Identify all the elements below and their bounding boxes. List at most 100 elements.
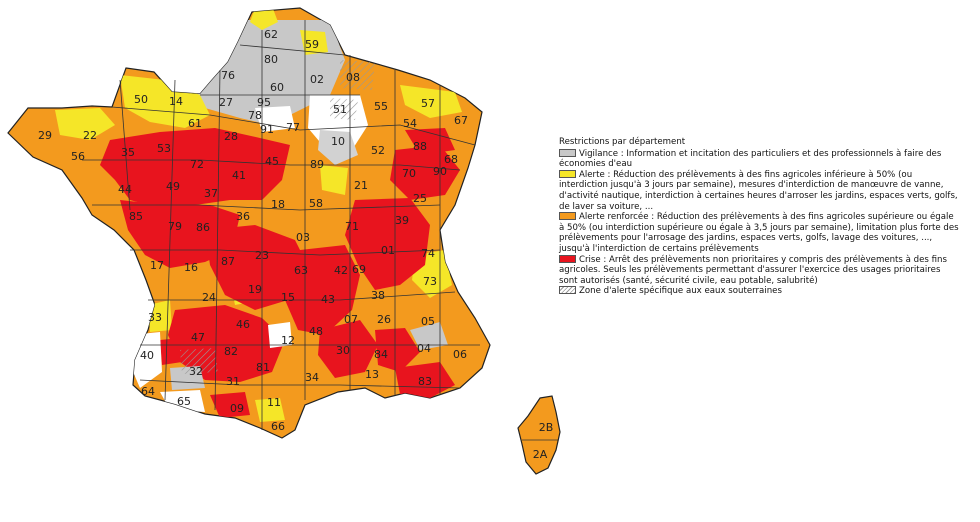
zone-white-paris [255,106,295,132]
dept-label-79: 79 [168,220,182,233]
dept-label-86: 86 [196,221,210,234]
dept-label-66: 66 [271,420,285,433]
dept-label-26: 26 [377,313,391,326]
dept-label-13: 13 [365,368,379,381]
zone-yellow-lorraine [400,85,462,118]
dept-label-95: 95 [257,96,271,109]
mainland-france [7,7,491,439]
zone-groundwater-32 [180,348,218,374]
dept-label-85: 85 [129,210,143,223]
dept-label-21: 21 [354,179,368,192]
legend-text-alerte-renforcee: Alerte renforcée : Réduction des prélève… [559,212,959,254]
legend-swatch-groundwater [559,286,576,295]
dept-label-57: 57 [421,97,435,110]
dept-label-63: 63 [294,264,308,277]
dept-label-04: 04 [417,342,431,355]
dept-label-18: 18 [271,198,285,211]
dept-label-80: 80 [264,53,278,66]
dept-label-47: 47 [191,331,205,344]
legend-item-alerte: Alerte : Réduction des prélèvements à de… [559,169,959,212]
corsica [517,395,561,475]
dept-label-43: 43 [321,293,335,306]
dept-label-10: 10 [331,135,345,148]
dept-label-69: 69 [352,263,366,276]
dept-label-42: 42 [334,264,348,277]
dept-label-61: 61 [188,117,202,130]
legend-item-crise: Crise : Arrêt des prélèvements non prior… [559,254,959,287]
dept-label-60: 60 [270,81,284,94]
legend-text-groundwater: Zone d'alerte spécifique aux eaux souter… [579,286,782,297]
dept-label-53: 53 [157,142,171,155]
dept-label-77: 77 [286,121,300,134]
dept-label-29: 29 [38,129,52,142]
dept-label-33: 33 [148,311,162,324]
legend-title: Restrictions par département [559,137,686,147]
zone-crisis-center [205,225,310,310]
dept-label-70: 70 [402,167,416,180]
dept-label-14: 14 [169,95,183,108]
dept-label-45: 45 [265,155,279,168]
legend: Restrictions par département Vigilance :… [559,137,959,297]
dept-label-48: 48 [309,325,323,338]
dept-label-17: 17 [150,259,164,272]
dept-label-01: 01 [381,244,395,257]
dept-label-40: 40 [140,349,154,362]
zone-yellow-burgundy [320,165,348,195]
zone-yellow-north-1 [250,8,278,30]
dept-label-03: 03 [296,231,310,244]
zone-crisis-provence [375,328,420,372]
legend-swatch-vigilance [559,148,576,157]
legend-text-crise: Crise : Arrêt des prélèvements non prior… [559,254,947,286]
dept-label-82: 82 [224,345,238,358]
dept-label-83: 83 [418,375,432,388]
dept-label-2B: 2B [539,421,554,434]
zone-crisis-rhone [345,198,430,290]
dept-label-16: 16 [184,261,198,274]
zone-white-aveyron [268,322,292,348]
dept-label-35: 35 [121,146,135,159]
dept-label-09: 09 [230,402,244,415]
dept-label-73: 73 [423,275,437,288]
dept-label-36: 36 [236,210,250,223]
dept-label-28: 28 [224,130,238,143]
dept-label-22: 22 [83,129,97,142]
dept-label-25: 25 [413,192,427,205]
dept-label-08: 08 [346,71,360,84]
dept-label-84: 84 [374,348,388,361]
dept-label-2A: 2A [533,448,548,461]
dept-label-07: 07 [344,313,358,326]
legend-item-vigilance: Vigilance : Information et incitation de… [559,148,959,170]
dept-label-68: 68 [444,153,458,166]
dept-label-62: 62 [264,28,278,41]
dept-label-90: 90 [433,165,447,178]
zone-crisis-auvergne [285,245,360,335]
zone-crisis-landes [160,338,182,365]
dept-label-39: 39 [395,214,409,227]
zone-grey-sud [410,322,448,350]
dept-label-89: 89 [310,158,324,171]
dept-label-34: 34 [305,371,319,384]
dept-label-64: 64 [141,385,155,398]
corsica-shape [517,395,561,475]
zone-yellow-brittany [55,108,115,140]
dept-label-55: 55 [374,100,388,113]
dept-label-67: 67 [454,114,468,127]
dept-label-56: 56 [71,150,85,163]
mainland-base [7,7,491,439]
zone-crisis-ariege [210,392,250,418]
dept-label-31: 31 [226,375,240,388]
dept-label-50: 50 [134,93,148,106]
dept-label-06: 06 [453,348,467,361]
department-borders [82,20,480,430]
zone-crisis-88 [405,128,455,155]
legend-item-groundwater: Zone d'alerte spécifique aux eaux souter… [559,286,959,297]
dept-label-46: 46 [236,318,250,331]
dept-label-76: 76 [221,69,235,82]
legend-swatch-crise [559,254,576,263]
dept-label-32: 32 [189,365,203,378]
zone-crisis-gard [318,320,378,378]
dept-label-19: 19 [248,283,262,296]
dept-label-12: 12 [281,334,295,347]
dept-label-72: 72 [190,158,204,171]
dept-label-87: 87 [221,255,235,268]
